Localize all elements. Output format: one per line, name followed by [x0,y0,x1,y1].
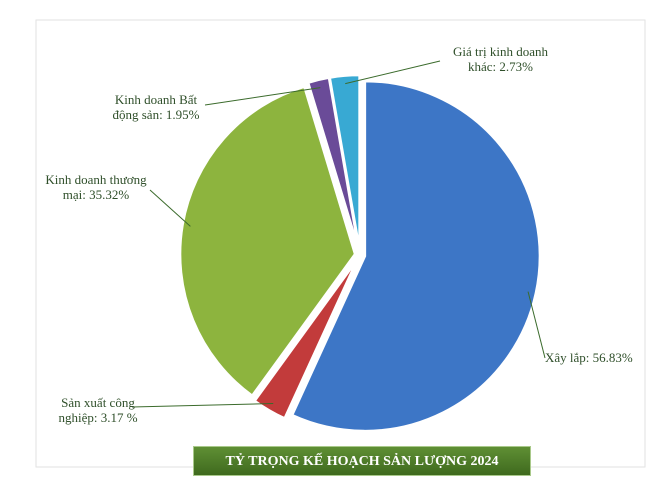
pie-slice [328,73,361,251]
data-label: Giá trị kinh doanh khác: 2.73% [453,44,548,74]
pie-slice [290,79,542,433]
data-label: Xây lắp: 56.83% [545,350,633,365]
data-label: Kinh doanh thương mại: 35.32% [45,172,147,202]
leader-line [131,403,274,408]
chart-title: TỶ TRỌNG KẾ HOẠCH SẢN LƯỢNG 2024 [193,446,531,476]
data-label: Kinh doanh Bất động sản: 1.95% [112,92,200,122]
leader-line [204,87,321,106]
leader-line [527,291,546,359]
leader-line [149,189,191,227]
pie-slice [252,258,359,421]
data-label: Sản xuất công nghiệp: 3.17 % [58,395,138,425]
leader-line [345,60,441,85]
pie-slice [178,85,357,398]
